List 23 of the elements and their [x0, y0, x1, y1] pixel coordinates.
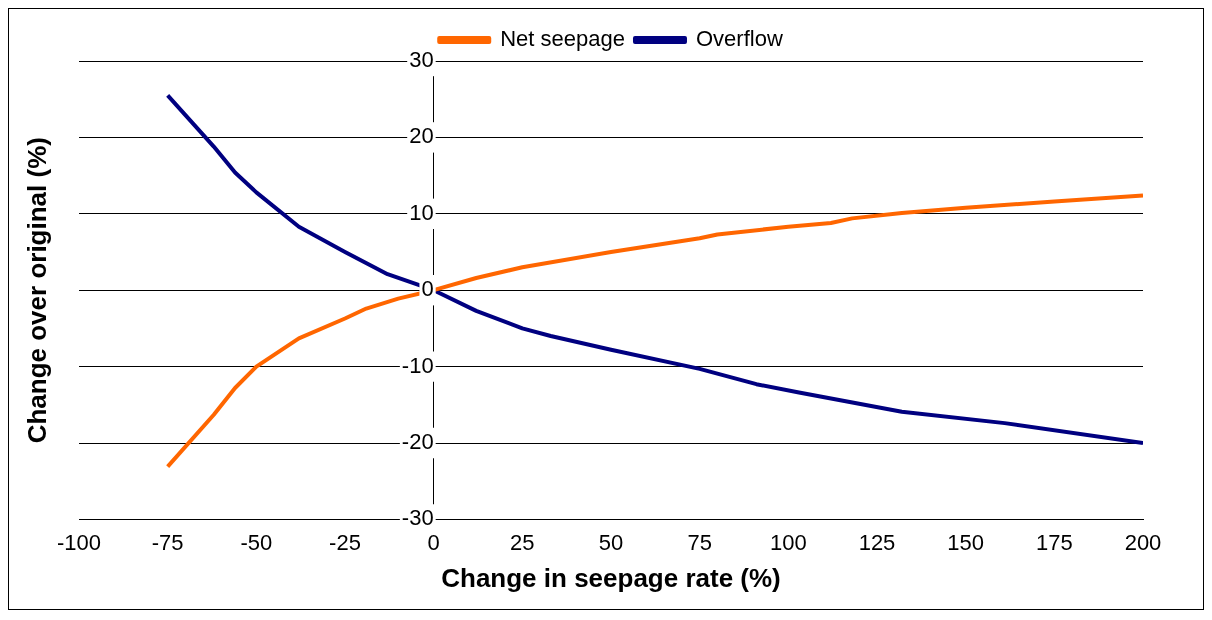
- legend-label: Net seepage: [500, 26, 625, 52]
- y-tick-label: -10: [401, 352, 434, 378]
- x-axis-title: Change in seepage rate (%): [441, 562, 781, 593]
- y-tick-label: -30: [401, 505, 434, 531]
- y-tick-label: 20: [409, 123, 434, 149]
- y-tick-label: 30: [409, 47, 434, 73]
- x-tick-label: 150: [947, 529, 985, 555]
- x-tick-label: 100: [769, 529, 807, 555]
- x-tick-label: -100: [56, 529, 102, 555]
- y-tick-label: 10: [409, 199, 434, 225]
- x-tick-label: 50: [598, 529, 624, 555]
- y-tick-label: -20: [401, 429, 434, 455]
- x-tick-label: -50: [240, 529, 273, 555]
- legend-label: Overflow: [695, 26, 783, 52]
- y-axis-title: Change over original (%): [22, 137, 53, 444]
- x-tick-label: -75: [151, 529, 184, 555]
- y-tick-label: 0: [421, 276, 434, 302]
- x-tick-label: 125: [858, 529, 896, 555]
- x-tick-label: 200: [1124, 529, 1162, 555]
- x-tick-label: 175: [1035, 529, 1073, 555]
- x-tick-label: 75: [687, 529, 712, 555]
- x-tick-label: 25: [510, 529, 535, 555]
- x-tick-label: -25: [329, 529, 361, 555]
